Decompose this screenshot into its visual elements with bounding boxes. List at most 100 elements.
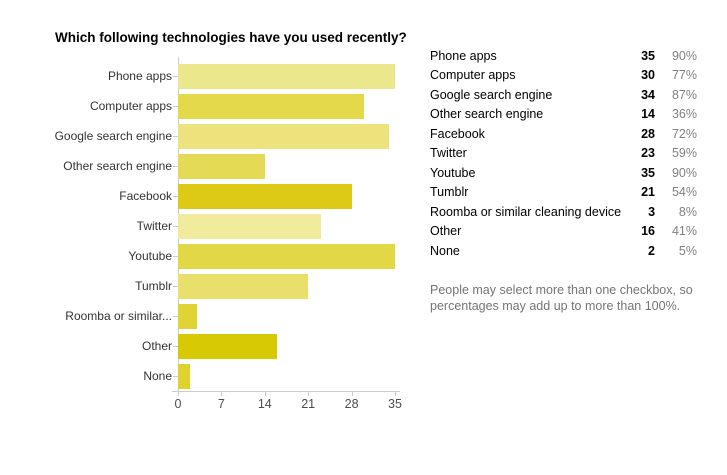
table-row: Roomba or similar cleaning device 3 8% <box>430 202 697 222</box>
row-label: Twitter <box>430 146 467 161</box>
row-count: 30 <box>641 68 655 83</box>
bar-none <box>178 363 191 389</box>
row-label: Phone apps <box>430 48 497 63</box>
category-label: Other <box>141 339 172 353</box>
row-count: 23 <box>641 146 655 161</box>
row-percent: 5% <box>678 243 697 258</box>
bar-phone-apps <box>178 63 395 89</box>
x-tick-mark <box>308 392 310 396</box>
row-percent: 36% <box>671 107 697 122</box>
row-count: 35 <box>641 165 655 180</box>
x-tick-mark <box>178 392 179 396</box>
row-label: Roomba or similar cleaning device <box>430 204 622 219</box>
chart-row: Phone apps <box>0 61 400 91</box>
y-tick-mark <box>173 225 178 227</box>
row-percent: 41% <box>671 224 697 239</box>
chart-title: Which following technologies have you us… <box>55 30 407 45</box>
bar-other-search-engine <box>178 153 265 179</box>
y-tick-mark <box>173 105 178 107</box>
table-row: Twitter 23 59% <box>430 144 697 164</box>
x-tick-label: 35 <box>388 397 402 411</box>
y-tick-mark <box>173 195 178 197</box>
table-row: None 2 5% <box>430 241 697 261</box>
row-count: 34 <box>641 87 655 102</box>
chart-row: Roomba or similar... <box>0 301 400 331</box>
x-axis-line <box>172 391 400 392</box>
chart-row: Youtube <box>0 241 400 271</box>
y-tick-mark <box>173 135 178 137</box>
chart-row: Computer apps <box>0 91 400 121</box>
row-count: 28 <box>641 126 655 141</box>
table-row: Tumblr 21 54% <box>430 183 697 203</box>
chart-row: Other search engine <box>0 151 400 181</box>
row-label: Other <box>430 224 462 239</box>
x-tick-label: 7 <box>217 397 225 411</box>
bar-facebook <box>178 183 352 209</box>
category-label: Twitter <box>136 219 172 233</box>
y-tick-mark <box>173 315 178 317</box>
bar-youtube <box>178 243 395 269</box>
row-count: 35 <box>641 48 655 63</box>
x-tick-label: 28 <box>344 397 359 411</box>
row-count: 14 <box>641 107 655 122</box>
chart-row: Tumblr <box>0 271 400 301</box>
x-tick-mark <box>221 392 223 396</box>
row-label: Tumblr <box>430 185 469 200</box>
bar-other <box>178 333 278 359</box>
category-label: Phone apps <box>107 69 172 83</box>
y-tick-mark <box>173 255 178 257</box>
y-tick-mark <box>173 75 178 77</box>
chart-row: None <box>0 361 400 391</box>
row-percent: 72% <box>671 126 697 141</box>
y-tick-mark <box>173 165 178 167</box>
row-label: Facebook <box>430 126 485 141</box>
table-row: Other 16 41% <box>430 222 697 242</box>
x-tick-mark <box>264 392 266 396</box>
table-row: Other search engine 14 36% <box>430 105 697 125</box>
category-label: Other search engine <box>63 159 172 173</box>
table-row: Youtube 35 90% <box>430 163 697 183</box>
category-label: Youtube <box>128 249 172 263</box>
row-label: Youtube <box>430 165 476 180</box>
category-label: Facebook <box>119 189 172 203</box>
row-label: None <box>430 243 460 258</box>
row-label: Google search engine <box>430 87 553 102</box>
category-label: Google search engine <box>54 129 172 143</box>
bar-roomba-or-similar <box>178 303 197 329</box>
chart-row: Other <box>0 331 400 361</box>
row-label: Other search engine <box>430 107 544 122</box>
bar-twitter <box>178 213 321 239</box>
row-count: 2 <box>648 243 655 258</box>
chart-row: Google search engine <box>0 121 400 151</box>
x-tick-mark <box>395 392 396 396</box>
category-label: Tumblr <box>135 279 172 293</box>
bar-computer-apps <box>178 93 364 119</box>
row-count: 21 <box>641 185 655 200</box>
bar-tumblr <box>178 273 309 299</box>
bar-google-search-engine <box>178 123 389 149</box>
footnote-text: People may select more than one checkbox… <box>430 283 693 313</box>
table-row: Computer apps 30 77% <box>430 66 697 86</box>
bar-chart: Phone apps Computer apps Google search eng… <box>0 61 400 391</box>
x-tick-mark <box>351 392 353 396</box>
category-label: Computer apps <box>89 99 172 113</box>
row-percent: 54% <box>671 185 697 200</box>
x-tick-label: 0 <box>174 397 182 411</box>
y-tick-mark <box>173 345 178 347</box>
row-count: 3 <box>648 204 656 219</box>
summary-table: Phone apps 35 90% Computer apps 30 77% Google … <box>430 46 697 261</box>
x-tick-label: 14 <box>257 397 272 411</box>
row-percent: 90% <box>671 48 697 63</box>
row-count: 16 <box>641 224 655 239</box>
row-label: Computer apps <box>430 68 516 83</box>
row-percent: 87% <box>671 87 697 102</box>
x-tick-label: 21 <box>301 397 316 411</box>
category-label: None <box>143 369 172 383</box>
category-label: Roomba or similar... <box>65 309 172 323</box>
row-percent: 8% <box>678 204 697 219</box>
row-percent: 90% <box>671 165 697 180</box>
chart-row: Twitter <box>0 211 400 241</box>
row-percent: 59% <box>671 146 697 161</box>
row-percent: 77% <box>671 68 697 83</box>
